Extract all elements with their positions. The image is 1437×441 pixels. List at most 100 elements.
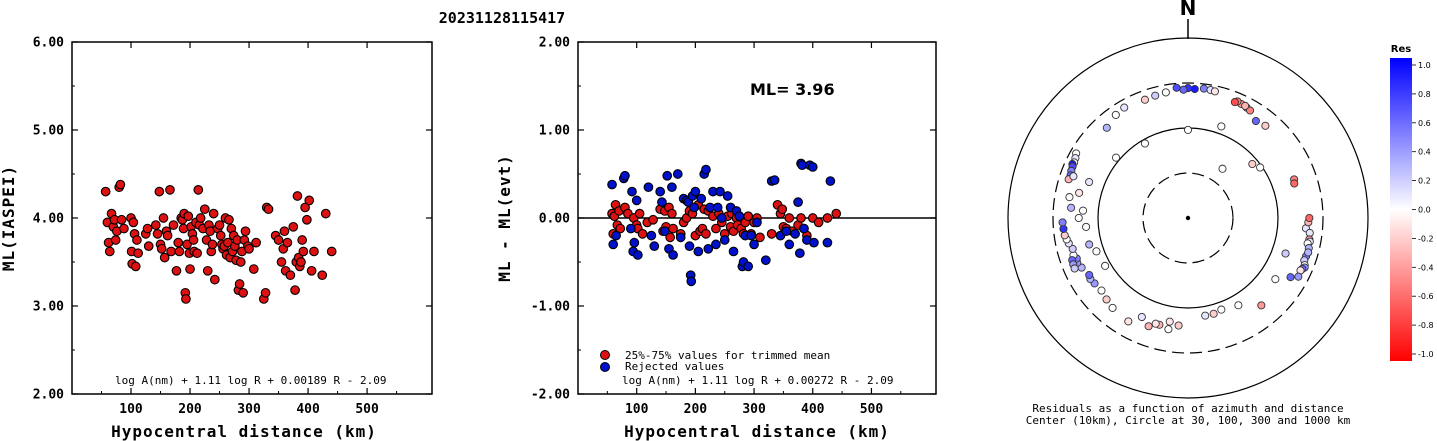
data-point [273,235,284,245]
data-point [657,197,667,208]
data-point [248,264,259,274]
station-residual [1165,317,1174,326]
station-residual [1230,98,1239,107]
data-point [689,202,700,213]
station-residual [1102,295,1111,304]
legend-label-rejected: Rejected values [625,360,724,373]
colorbar-tick-label: 1.0 [1418,61,1431,70]
data-point [646,230,657,241]
data-point [143,241,154,252]
data-point [173,237,184,248]
data-point [244,243,254,254]
data-point [715,186,725,197]
data-point [807,162,818,172]
colorbar-title: Res [1391,44,1411,55]
station-residual [1294,272,1303,281]
data-point [234,279,245,289]
chart-ml-iaspei: 100 200 300 400 500 2.00 3.00 4.00 5.00 6.00 Hypo… [0,36,433,441]
y-axis-label: ML(IASPEI) [0,165,18,271]
chart-ml-residual: 100 200 300 400 500 -2.00 -1.00 0.00 1.00 2.00 ML… [495,36,937,441]
x-tick-label: 500 [860,402,884,417]
caption-line-1: Residuals as a function of azimuth and d… [1032,402,1343,415]
range-circle-outer [1007,37,1369,399]
data-point [320,208,331,219]
station-residual [1137,312,1146,322]
data-point [181,294,191,304]
station-residual [1067,203,1076,212]
data-point [171,265,182,276]
x-axis-label: Hypocentral distance (km) [111,422,377,441]
data-point [306,265,317,276]
x-tick-label: 100 [625,402,649,417]
station-residual [1179,85,1188,94]
station-residual [1124,317,1133,326]
station-residual [1261,121,1270,130]
data-point [260,287,271,298]
legend-marker-trimmed [600,350,610,360]
x-tick-label: 400 [296,402,320,417]
data-point [235,257,246,267]
data-point [668,223,678,234]
data-point [207,239,218,250]
colorbar-tick-label: 0.4 [1418,148,1431,157]
x-tick-label: 100 [119,402,143,417]
data-point [130,261,141,272]
data-point [711,239,721,250]
data-point [156,243,167,254]
station-residual [1286,273,1295,282]
x-tick-label: 300 [237,402,261,417]
station-residual [1199,84,1208,93]
data-point [831,208,842,219]
data-point [608,239,619,250]
data-point [224,214,234,225]
data-point [728,246,739,257]
data-point [822,213,833,223]
figure-title: 20231128115417 [439,9,565,27]
station-residual [1151,91,1160,100]
station-residual [1070,264,1079,273]
formula-text: log A(nm) + 1.11 log R + 0.00272 R - 2.0… [622,374,894,387]
station-residual [1151,319,1160,328]
station-residual [1069,172,1078,181]
data-point [214,220,225,230]
station-residual [1140,95,1150,104]
data-point [300,202,310,213]
y-tick-label: 4.00 [33,212,64,227]
data-point [672,169,683,179]
axis-ticks: 100 200 300 400 500 2.00 3.00 4.00 5.00 6.00 [33,36,432,417]
station-residual [1271,275,1280,284]
data-points [607,158,842,287]
station-residual [1256,163,1265,172]
data-point [662,170,673,181]
data-point [684,241,695,252]
data-point [296,257,306,267]
station-residual [1183,125,1193,134]
station-residual [1257,301,1266,310]
data-point [693,246,704,257]
data-point [193,184,204,195]
north-label: N [1180,0,1197,20]
colorbar-tick-label: 0.6 [1418,119,1431,128]
data-point [104,246,115,257]
data-point [292,191,303,201]
data-point [825,176,836,186]
colorbar-tick-label: -0.4 [1418,263,1434,272]
data-point [637,228,648,239]
data-point [251,237,261,248]
data-point [701,164,711,175]
data-point [174,246,185,257]
y-tick-label: -2.00 [531,388,570,403]
station-residual [1161,88,1170,97]
data-point [813,217,824,228]
data-point [132,235,142,245]
data-point [326,246,337,257]
data-point [716,213,727,223]
colorbar-tick-label: -0.2 [1418,234,1434,243]
station-residual [1112,153,1121,162]
data-point [240,226,251,237]
data-point [192,248,202,259]
data-point [290,285,300,296]
data-point [182,239,192,250]
y-tick-label: 2.00 [33,388,64,403]
data-point [667,208,677,219]
